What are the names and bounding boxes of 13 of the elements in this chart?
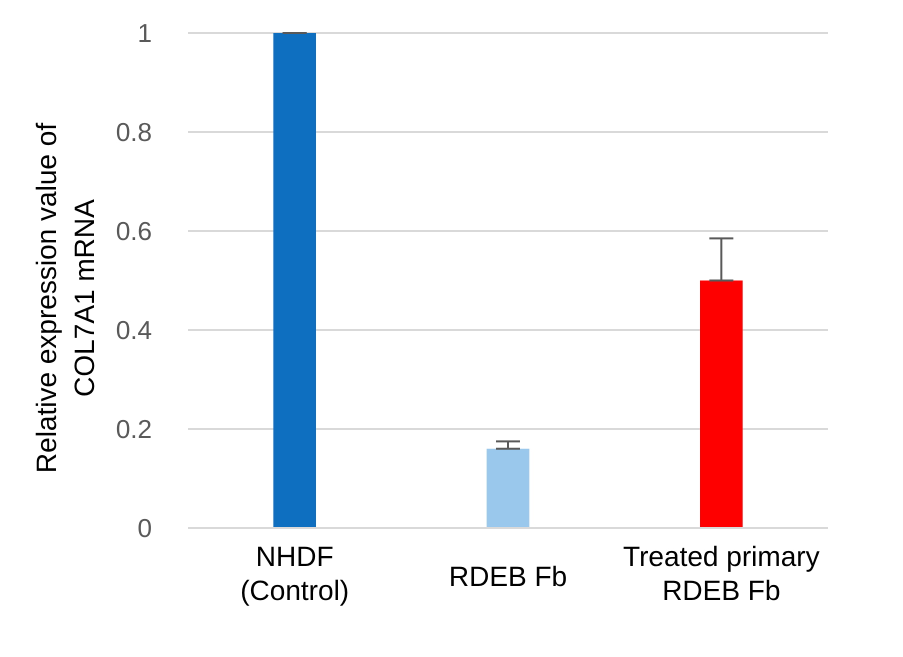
x-tick-label: Treated primary RDEB Fb (623, 541, 820, 606)
bar (273, 33, 316, 528)
x-tick-label: RDEB Fb (448, 561, 568, 592)
y-tick-label: 0.6 (116, 216, 152, 246)
y-tick-label: 0.4 (116, 315, 152, 346)
bar (700, 280, 743, 528)
y-tick-label: 0.2 (116, 414, 152, 444)
x-tick-label: NHDF (Control) (240, 541, 350, 606)
bar (486, 448, 530, 528)
y-tick-label: 0.8 (116, 117, 152, 148)
y-tick-label: 0 (138, 513, 152, 544)
y-axis-title: Relative expression value of COL7A1 mRNA (31, 122, 100, 474)
y-tick-label: 1 (138, 18, 152, 48)
